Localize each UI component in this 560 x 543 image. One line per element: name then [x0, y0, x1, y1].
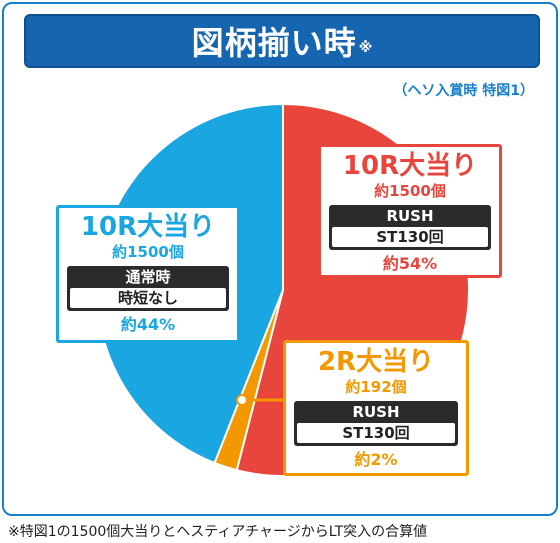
mode-panel: 通常時 時短なし: [67, 266, 229, 311]
slice-percent: 約44%: [120, 315, 176, 334]
slice-mode: RUSH: [352, 403, 400, 421]
slice-payout: 約1500個: [112, 243, 184, 261]
slice-payout: 約1500個: [374, 182, 446, 200]
slice-detail: 時短なし: [70, 288, 226, 308]
leader-dot: [236, 394, 248, 406]
chart-subnote: （ヘソ入賞時 特図1）: [393, 83, 534, 99]
slice-mode: RUSH: [386, 207, 434, 225]
chart-title: 図柄揃い時: [191, 24, 357, 62]
slice-percent: 約2%: [354, 450, 398, 469]
slice-detail: ST130回: [297, 423, 455, 443]
title-banner: 図柄揃い時 ※: [24, 14, 540, 68]
mode-panel: RUSH ST130回: [294, 401, 458, 446]
label-box-10r-normal: 10R大当り 約1500個 通常時 時短なし 約44%: [56, 205, 240, 343]
label-box-10r-rush: 10R大当り 約1500個 RUSH ST130回 約54%: [318, 144, 502, 278]
label-box-2r-rush: 2R大当り 約192個 RUSH ST130回 約2%: [283, 340, 469, 476]
slice-name: 10R大当り: [80, 212, 216, 242]
slice-payout: 約192個: [345, 378, 407, 396]
title-note-mark: ※: [358, 40, 373, 56]
slice-name: 2R大当り: [317, 347, 435, 377]
mode-panel: RUSH ST130回: [329, 205, 491, 250]
slice-detail: ST130回: [332, 227, 488, 247]
footnote: ※特図1の1500個大当りとヘスティアチャージからLT突入の合算値: [8, 524, 428, 540]
slice-percent: 約54%: [382, 254, 438, 273]
slice-mode: 通常時: [125, 268, 171, 286]
slice-name: 10R大当り: [342, 151, 478, 181]
